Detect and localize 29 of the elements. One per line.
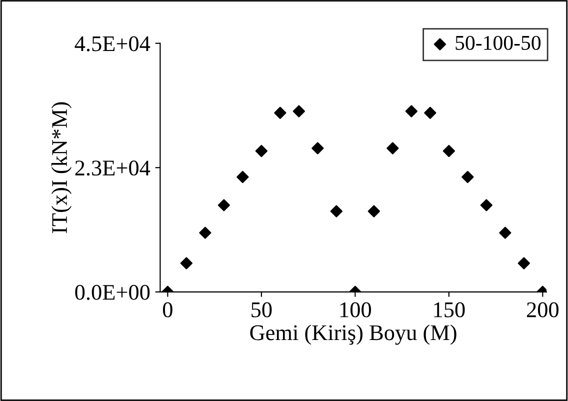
point [199,226,212,239]
point [218,199,230,212]
point [405,105,418,118]
y-tick-label: 0.0E+00 [75,284,150,300]
point [386,142,399,154]
point [499,226,512,239]
x-tick-label: 200 [526,302,558,318]
y-tick-label: 2.3E+04 [75,160,150,176]
x-tick-label: 50 [252,302,272,318]
point [255,144,268,158]
y-tick-label: 4.5E+04 [74,36,150,52]
y-axis-title: IT(x)I (kN*M) [51,102,72,234]
point [292,105,305,118]
point [518,257,530,270]
point [312,142,324,154]
point [368,205,380,218]
point [236,170,249,184]
legend-label: 50-100-50 [456,36,541,50]
point [330,205,342,218]
x-tick-label: 0 [162,302,172,318]
point [442,144,455,158]
x-tick-label: 150 [434,302,465,318]
point [274,106,286,119]
x-axis-title: Gemi (Kiriş) Boyu (M) [250,324,456,345]
point [180,257,192,270]
point [480,199,492,212]
point [424,106,436,119]
point [462,170,474,184]
x-tick-label: 100 [340,302,371,318]
